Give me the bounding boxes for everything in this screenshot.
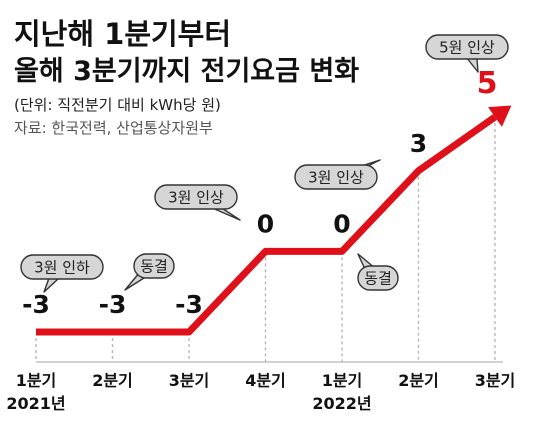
data-label: 0 bbox=[333, 209, 350, 238]
year-label: 2022년 bbox=[312, 394, 371, 413]
callout-bubble bbox=[425, 34, 509, 60]
x-tick-label: 3분기 bbox=[169, 371, 210, 390]
data-label: -3 bbox=[99, 290, 127, 319]
data-label: 3 bbox=[410, 129, 427, 158]
callout-text: 동결 bbox=[140, 258, 168, 276]
x-tick-label: 2분기 bbox=[92, 371, 133, 390]
callout-text: 3원 인하 bbox=[34, 259, 90, 277]
x-tick-label: 1분기 bbox=[322, 371, 363, 390]
callout-bubble bbox=[294, 164, 378, 190]
callout-text: 3원 인상 bbox=[308, 169, 364, 187]
data-label: -3 bbox=[22, 290, 50, 319]
chart-title-line-1: 지난해 1분기부터 bbox=[14, 17, 231, 51]
callout-text: 3원 인상 bbox=[168, 189, 224, 207]
data-label: 0 bbox=[257, 209, 274, 238]
callout-bubble bbox=[357, 265, 399, 291]
x-tick-label: 3분기 bbox=[475, 371, 516, 390]
x-tick-label: 4분기 bbox=[245, 371, 286, 390]
source-note: 자료: 한국전력, 산업통상자원부 bbox=[14, 119, 213, 137]
callout-text: 동결 bbox=[364, 270, 392, 288]
chart-title-line-2: 올해 3분기까지 전기요금 변화 bbox=[14, 56, 359, 87]
callout-bubble bbox=[20, 254, 104, 280]
series-line bbox=[36, 114, 498, 336]
callout-bubble bbox=[133, 253, 175, 279]
x-tick-label: 1분기 bbox=[16, 371, 57, 390]
callout-text: 5원 인상 bbox=[439, 39, 495, 57]
plot-area: -3 -3 -3 0 0 3 5 1분기 2분기 3분기 4분기 1분기 2분기 3분기 2021년 2022… bbox=[6, 34, 516, 413]
year-label: 2021년 bbox=[6, 394, 65, 413]
data-label: -3 bbox=[175, 290, 203, 319]
x-tick-label: 2분기 bbox=[398, 371, 439, 390]
callout-bubble bbox=[154, 184, 238, 210]
unit-note: (단위: 직전분기 대비 kWh당 원) bbox=[14, 96, 221, 114]
arrow-head bbox=[488, 105, 512, 127]
data-label: 5 bbox=[477, 66, 498, 101]
